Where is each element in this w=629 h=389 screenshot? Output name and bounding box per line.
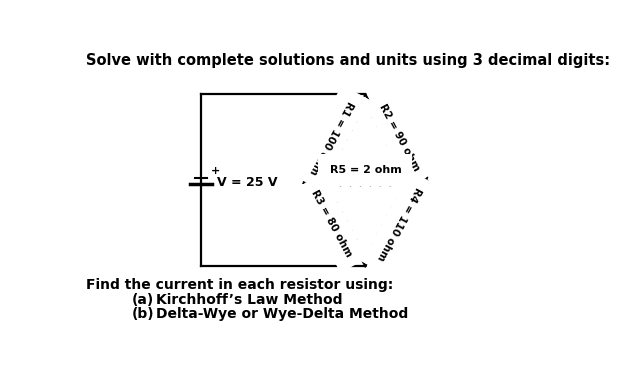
Text: R5 = 2 ohm: R5 = 2 ohm bbox=[330, 165, 401, 175]
Text: R1 = 100 ohm: R1 = 100 ohm bbox=[308, 99, 355, 176]
Text: B: B bbox=[420, 174, 429, 187]
Text: Find the current in each resistor using:: Find the current in each resistor using: bbox=[86, 278, 394, 292]
Text: R3 = 80 ohm: R3 = 80 ohm bbox=[309, 188, 353, 259]
Text: A: A bbox=[301, 174, 311, 187]
Text: (b): (b) bbox=[131, 307, 154, 321]
Text: V = 25 V: V = 25 V bbox=[216, 176, 277, 189]
Text: Solve with complete solutions and units using 3 decimal digits:: Solve with complete solutions and units … bbox=[86, 53, 611, 68]
Text: Kirchhoff’s Law Method: Kirchhoff’s Law Method bbox=[156, 293, 343, 307]
Text: R4 = 110 ohm: R4 = 110 ohm bbox=[376, 185, 423, 262]
Text: R2 = 90 ohm: R2 = 90 ohm bbox=[377, 102, 421, 173]
Text: Delta-Wye or Wye-Delta Method: Delta-Wye or Wye-Delta Method bbox=[156, 307, 408, 321]
Text: (a): (a) bbox=[131, 293, 153, 307]
Text: +: + bbox=[210, 166, 220, 176]
